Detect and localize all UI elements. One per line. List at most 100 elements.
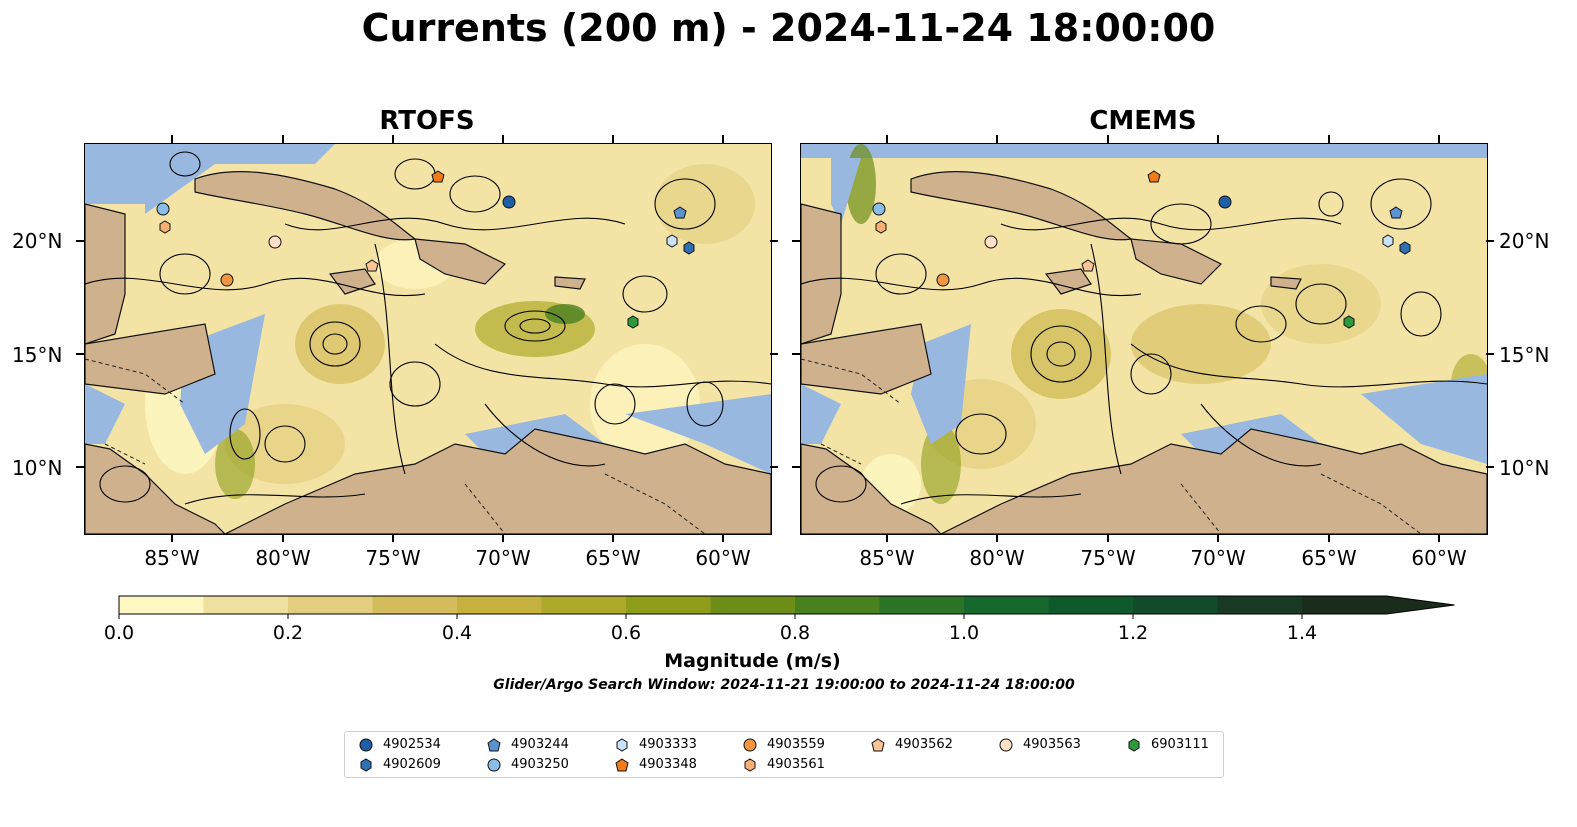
float-4903562-marker <box>1081 259 1095 272</box>
float-4903563-marker <box>268 235 282 249</box>
legend-label: 4903563 <box>1023 737 1081 752</box>
lon-label-60w-right: 60°W <box>1411 546 1467 570</box>
cmems-map-graphic <box>801 144 1487 534</box>
float-markers-rtofs <box>156 170 695 329</box>
colorbar-tick-7: 1.4 <box>1286 622 1318 644</box>
circle-marker-icon <box>359 738 373 751</box>
search-window-note: Glider/Argo Search Window: 2024-11-21 19… <box>493 677 1075 693</box>
streamlines <box>85 151 771 505</box>
lon-label-65w-right: 65°W <box>1301 546 1357 570</box>
figure-title: Currents (200 m) - 2024-11-24 18:00:00 <box>361 6 1216 50</box>
float-6903111-marker <box>627 315 639 329</box>
legend-item-4903563: 4903563 <box>999 737 1081 752</box>
float-4903562-marker <box>365 259 379 272</box>
float-4903333-marker <box>666 234 678 248</box>
float-6903111-marker <box>1343 315 1355 329</box>
colorbar-segment <box>879 596 965 614</box>
colorbar-segment <box>541 596 627 614</box>
lon-label-60w-left: 60°W <box>695 546 751 570</box>
legend-label: 4902609 <box>383 757 441 772</box>
colorbar-segment <box>795 596 881 614</box>
hexagon-marker-icon <box>1128 737 1140 752</box>
lon-label-75w-left: 75°W <box>365 546 421 570</box>
colorbar-segment <box>288 596 374 614</box>
colorbar-segment <box>372 596 458 614</box>
colorbar-segment <box>1048 596 1134 614</box>
float-4903244-marker <box>1389 206 1403 219</box>
colorbar-segment <box>964 596 1050 614</box>
lon-label-70w-left: 70°W <box>475 546 531 570</box>
legend-label: 4903244 <box>511 737 569 752</box>
lon-label-85w-right: 85°W <box>859 546 915 570</box>
legend-item-4902534: 4902534 <box>359 737 441 752</box>
colorbar-tick-1: 0.2 <box>272 622 304 644</box>
legend-item-4903250: 4903250 <box>487 757 569 772</box>
colorbar-segment <box>1217 596 1303 614</box>
lat-label-20n-left: 20°N <box>12 229 63 253</box>
country-borders <box>801 358 1422 534</box>
panel-title-rtofs: RTOFS <box>379 106 475 136</box>
lat-label-15n-right: 15°N <box>1499 343 1550 367</box>
lat-label-10n-left: 10°N <box>12 456 63 480</box>
colorbar-segment <box>1302 596 1388 614</box>
legend-item-4903562: 4903562 <box>871 737 953 752</box>
cmems-map <box>800 143 1488 535</box>
legend-item-4903333: 4903333 <box>615 737 697 752</box>
pentagon-marker-icon <box>487 737 501 751</box>
legend-label: 4903561 <box>767 757 825 772</box>
colorbar-extend-arrow <box>1386 596 1455 614</box>
float-4903250-marker <box>156 202 170 216</box>
land-areas <box>801 171 1487 534</box>
lat-label-10n-right: 10°N <box>1499 456 1550 480</box>
float-4903348-marker <box>1147 170 1161 183</box>
circle-marker-icon <box>743 738 757 751</box>
colorbar <box>118 595 1455 619</box>
legend-item-4903244: 4903244 <box>487 737 569 752</box>
colorbar-tick-4: 0.8 <box>779 622 811 644</box>
colorbar-segment <box>203 596 289 614</box>
lon-label-80w-left: 80°W <box>255 546 311 570</box>
colorbar-tick-2: 0.4 <box>441 622 473 644</box>
colorbar-segment <box>119 596 205 614</box>
lon-label-70w-right: 70°W <box>1190 546 1246 570</box>
float-4903348-marker <box>431 170 445 183</box>
float-4902609-marker <box>1399 241 1411 255</box>
float-4903333-marker <box>1382 234 1394 248</box>
float-4902534-marker <box>1218 195 1232 209</box>
lon-label-85w-left: 85°W <box>144 546 200 570</box>
land-areas <box>85 171 771 534</box>
hexagon-marker-icon <box>360 757 372 772</box>
float-4902609-marker <box>683 241 695 255</box>
legend-label: 4902534 <box>383 737 441 752</box>
legend-label: 4903559 <box>767 737 825 752</box>
colorbar-tick-5: 1.0 <box>948 622 980 644</box>
hexagon-marker-icon <box>744 757 756 772</box>
lon-label-65w-left: 65°W <box>585 546 641 570</box>
colorbar-segment <box>710 596 796 614</box>
float-4903563-marker <box>984 235 998 249</box>
legend-label: 4903562 <box>895 737 953 752</box>
legend-label: 6903111 <box>1151 737 1209 752</box>
hexagon-marker-icon <box>616 737 628 752</box>
legend-item-4903561: 4903561 <box>743 757 825 772</box>
float-markers-cmems <box>872 170 1411 329</box>
circle-marker-icon <box>487 758 501 771</box>
float-4903561-marker <box>875 220 887 234</box>
float-4903559-marker <box>220 273 234 287</box>
rtofs-map-graphic <box>85 144 771 534</box>
float-4903559-marker <box>936 273 950 287</box>
country-borders <box>85 358 706 534</box>
colorbar-tick-6: 1.2 <box>1117 622 1149 644</box>
colorbar-segment <box>457 596 543 614</box>
legend-item-4903559: 4903559 <box>743 737 825 752</box>
colorbar-tick-0: 0.0 <box>103 622 135 644</box>
colorbar-segment <box>1133 596 1219 614</box>
circle-marker-icon <box>999 738 1013 751</box>
lat-label-20n-right: 20°N <box>1499 229 1550 253</box>
legend-label: 4903250 <box>511 757 569 772</box>
pentagon-marker-icon <box>871 737 885 751</box>
legend-item-4902609: 4902609 <box>359 757 441 772</box>
float-4903561-marker <box>159 220 171 234</box>
colorbar-tick-3: 0.6 <box>610 622 642 644</box>
streamlines <box>801 178 1487 505</box>
